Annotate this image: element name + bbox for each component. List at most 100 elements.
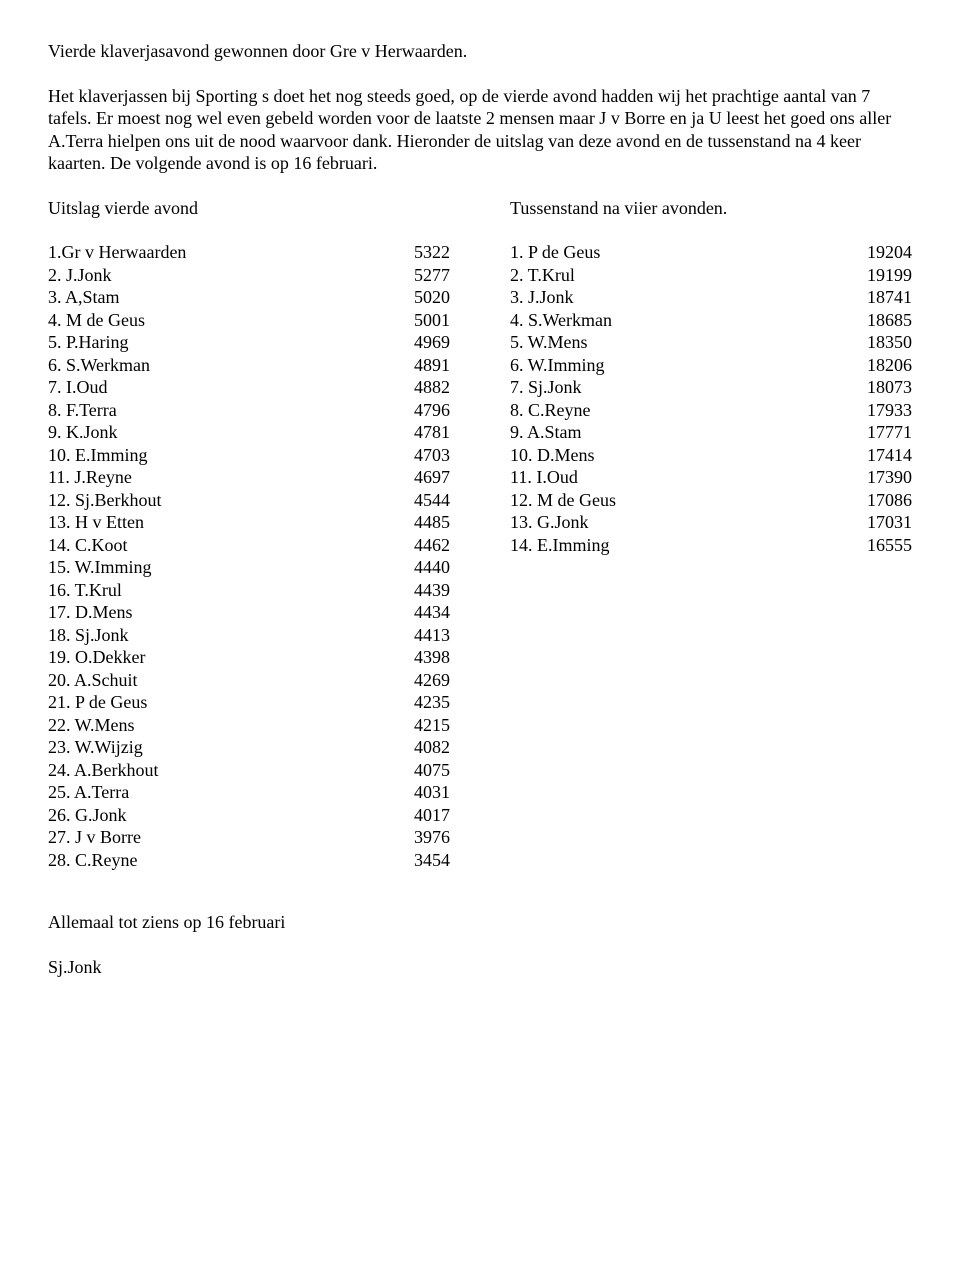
row-name: 10. D.Mens	[510, 444, 595, 467]
row-name: 12. Sj.Berkhout	[48, 489, 162, 512]
row-score: 17031	[855, 511, 912, 534]
row-score: 19204	[855, 241, 912, 264]
row-score: 4796	[402, 399, 450, 422]
row-score: 17086	[855, 489, 912, 512]
row-name: 26. G.Jonk	[48, 804, 127, 827]
row-name: 21. P de Geus	[48, 691, 147, 714]
row-score: 16555	[855, 534, 912, 557]
row-name: 9. A.Stam	[510, 421, 582, 444]
row-score: 4781	[402, 421, 450, 444]
row-name: 8. F.Terra	[48, 399, 117, 422]
table-row: 26. G.Jonk 4017	[48, 804, 450, 827]
row-score: 4398	[402, 646, 450, 669]
table-row: 8. C.Reyne 17933	[510, 399, 912, 422]
row-score: 17390	[855, 466, 912, 489]
row-name: 8. C.Reyne	[510, 399, 591, 422]
row-score: 4462	[402, 534, 450, 557]
table-row: 13. H v Etten4485	[48, 511, 450, 534]
table-row: 2. J.Jonk5277	[48, 264, 450, 287]
row-score: 18685	[855, 309, 912, 332]
intro-paragraph: Het klaverjassen bij Sporting s doet het…	[48, 85, 912, 175]
row-score: 4082	[402, 736, 450, 759]
row-score: 17414	[855, 444, 912, 467]
row-name: 23. W.Wijzig	[48, 736, 143, 759]
row-score: 4017	[402, 804, 450, 827]
left-rows: 1.Gr v Herwaarden53222. J.Jonk52773. A,S…	[48, 241, 450, 871]
row-score: 3454	[402, 849, 450, 872]
row-name: 7. Sj.Jonk	[510, 376, 582, 399]
row-name: 5. W.Mens	[510, 331, 588, 354]
row-name: 6. S.Werkman	[48, 354, 150, 377]
table-row: 5. W.Mens 18350	[510, 331, 912, 354]
table-row: 11. J.Reyne4697	[48, 466, 450, 489]
left-column: Uitslag vierde avond 1.Gr v Herwaarden53…	[48, 197, 450, 872]
row-name: 4. M de Geus	[48, 309, 145, 332]
row-name: 7. I.Oud	[48, 376, 108, 399]
row-score: 4703	[402, 444, 450, 467]
table-row: 27. J v Borre 3976	[48, 826, 450, 849]
table-row: 12. Sj.Berkhout4544	[48, 489, 450, 512]
table-row: 9. K.Jonk 4781	[48, 421, 450, 444]
table-row: 19. O.Dekker4398	[48, 646, 450, 669]
table-row: 18. Sj.Jonk4413	[48, 624, 450, 647]
row-name: 11. I.Oud	[510, 466, 578, 489]
row-score: 19199	[855, 264, 912, 287]
table-row: 3. J.Jonk 18741	[510, 286, 912, 309]
row-name: 12. M de Geus	[510, 489, 616, 512]
table-row: 14. E.Imming 16555	[510, 534, 912, 557]
row-name: 4. S.Werkman	[510, 309, 612, 332]
row-score: 18206	[855, 354, 912, 377]
table-row: 16. T.Krul4439	[48, 579, 450, 602]
table-row: 4. M de Geus5001	[48, 309, 450, 332]
row-name: 13. G.Jonk	[510, 511, 589, 534]
left-heading: Uitslag vierde avond	[48, 197, 450, 220]
row-score: 18350	[855, 331, 912, 354]
row-name: 28. C.Reyne	[48, 849, 138, 872]
table-row: 10. D.Mens 17414	[510, 444, 912, 467]
table-row: 1. P de Geus 19204	[510, 241, 912, 264]
row-score: 4969	[402, 331, 450, 354]
document-title: Vierde klaverjasavond gewonnen door Gre …	[48, 40, 912, 63]
row-score: 18741	[855, 286, 912, 309]
table-row: 4. S.Werkman 18685	[510, 309, 912, 332]
row-name: 14. E.Imming	[510, 534, 610, 557]
right-rows: 1. P de Geus192042. T.Krul191993. J.Jonk…	[510, 241, 912, 556]
table-row: 3. A,Stam5020	[48, 286, 450, 309]
table-row: 7. I.Oud4882	[48, 376, 450, 399]
table-row: 11. I.Oud 17390	[510, 466, 912, 489]
table-row: 20. A.Schuit4269	[48, 669, 450, 692]
row-score: 5322	[402, 241, 450, 264]
table-row: 14. C.Koot 4462	[48, 534, 450, 557]
table-row: 13. G.Jonk 17031	[510, 511, 912, 534]
table-row: 8. F.Terra 4796	[48, 399, 450, 422]
row-name: 2. J.Jonk	[48, 264, 112, 287]
table-row: 5. P.Haring4969	[48, 331, 450, 354]
row-score: 4440	[402, 556, 450, 579]
row-name: 20. A.Schuit	[48, 669, 138, 692]
row-name: 3. A,Stam	[48, 286, 120, 309]
row-name: 27. J v Borre	[48, 826, 141, 849]
row-score: 4485	[402, 511, 450, 534]
row-score: 17771	[855, 421, 912, 444]
row-score: 4434	[402, 601, 450, 624]
row-name: 3. J.Jonk	[510, 286, 574, 309]
row-name: 15. W.Imming	[48, 556, 152, 579]
row-score: 18073	[855, 376, 912, 399]
row-name: 14. C.Koot	[48, 534, 128, 557]
row-score: 17933	[855, 399, 912, 422]
table-row: 24. A.Berkhout4075	[48, 759, 450, 782]
row-score: 3976	[402, 826, 450, 849]
row-name: 9. K.Jonk	[48, 421, 118, 444]
table-row: 10. E.Imming4703	[48, 444, 450, 467]
row-score: 4075	[402, 759, 450, 782]
table-row: 22. W.Mens4215	[48, 714, 450, 737]
table-row: 6. S.Werkman4891	[48, 354, 450, 377]
right-column: Tussenstand na viier avonden. 1. P de Ge…	[510, 197, 912, 872]
row-score: 4235	[402, 691, 450, 714]
row-score: 4215	[402, 714, 450, 737]
table-row: 9. A.Stam 17771	[510, 421, 912, 444]
table-row: 12. M de Geus 17086	[510, 489, 912, 512]
right-heading: Tussenstand na viier avonden.	[510, 197, 912, 220]
row-name: 1. P de Geus	[510, 241, 600, 264]
row-name: 6. W.Imming	[510, 354, 605, 377]
